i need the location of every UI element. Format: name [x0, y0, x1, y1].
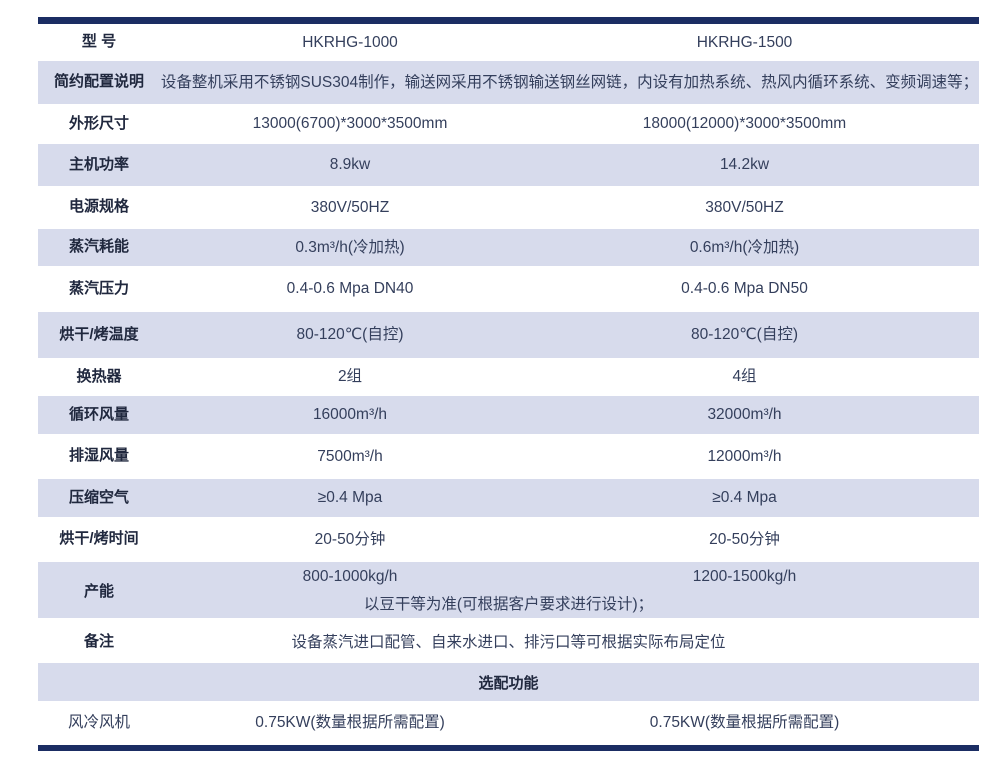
row-steam-consumption: 蒸汽耗能 0.3m³/h(冷加热) 0.6m³/h(冷加热)	[38, 229, 979, 266]
cooling-fan-1: 0.75KW(数量根据所需配置)	[255, 714, 445, 732]
main-power-1: 8.9kw	[329, 156, 371, 174]
model-1-value: HKRHG-1000	[302, 33, 398, 51]
spec-table: 型 号 HKRHG-1000 HKRHG-1500 简约配置说明 设备整机采用不…	[38, 17, 979, 751]
drying-temp-2: 80-120℃(自控)	[691, 326, 798, 344]
compressed-air-2: ≥0.4 Mpa	[712, 489, 777, 507]
row-label: 风冷风机	[67, 714, 130, 732]
row-dimensions: 外形尺寸 13000(6700)*3000*3500mm 18000(12000…	[38, 104, 979, 144]
row-circulating-air: 循环风量 16000m³/h 32000m³/h	[38, 396, 979, 434]
row-label: 外形尺寸	[68, 114, 129, 132]
cooling-fan-2: 0.75KW(数量根据所需配置)	[649, 714, 840, 732]
power-spec-2: 380V/50HZ	[705, 198, 784, 216]
model-2-value: HKRHG-1500	[696, 33, 793, 51]
table-bottom-border	[38, 745, 979, 751]
steam-consumption-2: 0.6m³/h(冷加热)	[689, 238, 800, 256]
row-model: 型 号 HKRHG-1000 HKRHG-1500	[38, 24, 979, 61]
steam-pressure-2: 0.4-0.6 Mpa DN50	[681, 280, 808, 298]
row-power-spec: 电源规格 380V/50HZ 380V/50HZ	[38, 186, 979, 229]
row-label: 产能	[83, 582, 114, 600]
row-capacity: 产能 800-1000kg/h 1200-1500kg/h 以豆干等为准(可根据…	[38, 562, 979, 618]
row-main-power: 主机功率 8.9kw 14.2kw	[38, 144, 979, 186]
row-label: 备注	[83, 633, 114, 650]
row-label: 烘干/烤时间	[59, 530, 139, 548]
row-remarks: 备注 设备蒸汽进口配管、自来水进口、排污口等可根据实际布局定位	[38, 618, 979, 663]
row-heat-exchanger: 换热器 2组 4组	[38, 358, 979, 396]
row-cooling-fan: 风冷风机 0.75KW(数量根据所需配置) 0.75KW(数量根据所需配置)	[38, 701, 979, 745]
dehumidify-air-1: 7500m³/h	[317, 447, 383, 465]
row-label: 压缩空气	[68, 488, 129, 506]
steam-consumption-1: 0.3m³/h(冷加热)	[295, 238, 405, 256]
dehumidify-air-2: 12000m³/h	[707, 447, 782, 465]
row-label: 蒸汽压力	[68, 279, 129, 297]
capacity-1: 800-1000kg/h	[302, 568, 398, 586]
row-label: 排湿风量	[68, 447, 129, 465]
capacity-note: 以豆干等为准(可根据客户要求进行设计)；	[363, 596, 654, 613]
row-config-desc: 简约配置说明 设备整机采用不锈钢SUS304制作，输送网采用不锈钢输送钢丝网链，…	[38, 61, 979, 104]
remarks-text: 设备蒸汽进口配管、自来水进口、排污口等可根据实际布局定位	[291, 633, 726, 651]
optional-header-text: 选配功能	[478, 674, 539, 692]
table-top-border	[38, 17, 979, 24]
dimensions-2: 18000(12000)*3000*3500mm	[642, 115, 847, 133]
row-steam-pressure: 蒸汽压力 0.4-0.6 Mpa DN40 0.4-0.6 Mpa DN50	[38, 266, 979, 312]
row-label: 循环风量	[68, 405, 129, 423]
drying-time-1: 20-50分钟	[314, 530, 386, 548]
row-label: 主机功率	[68, 155, 129, 173]
row-dehumidify-air: 排湿风量 7500m³/h 12000m³/h	[38, 434, 979, 479]
capacity-2: 1200-1500kg/h	[692, 568, 797, 586]
row-label: 电源规格	[68, 198, 129, 216]
heat-exchanger-1: 2组	[337, 368, 363, 386]
row-label: 换热器	[76, 367, 122, 385]
power-spec-1: 380V/50HZ	[310, 198, 390, 216]
drying-time-2: 20-50分钟	[709, 530, 780, 548]
row-label: 简约配置说明	[53, 73, 144, 91]
heat-exchanger-2: 4组	[732, 368, 757, 386]
circulating-air-2: 32000m³/h	[707, 406, 782, 424]
steam-pressure-1: 0.4-0.6 Mpa DN40	[286, 280, 414, 298]
row-compressed-air: 压缩空气 ≥0.4 Mpa ≥0.4 Mpa	[38, 479, 979, 517]
row-label: 型 号	[81, 33, 117, 51]
row-drying-temp: 烘干/烤温度 80-120℃(自控) 80-120℃(自控)	[38, 312, 979, 358]
row-drying-time: 烘干/烤时间 20-50分钟 20-50分钟	[38, 517, 979, 562]
compressed-air-1: ≥0.4 Mpa	[317, 489, 383, 507]
row-optional-header: 选配功能	[38, 663, 979, 701]
circulating-air-1: 16000m³/h	[312, 406, 388, 424]
config-desc-text: 设备整机采用不锈钢SUS304制作，输送网采用不锈钢输送钢丝网链，内设有加热系统…	[160, 73, 979, 91]
row-label: 蒸汽耗能	[68, 238, 129, 256]
dimensions-1: 13000(6700)*3000*3500mm	[252, 115, 448, 133]
drying-temp-1: 80-120℃(自控)	[296, 326, 404, 344]
main-power-2: 14.2kw	[719, 156, 770, 174]
row-label: 烘干/烤温度	[59, 325, 139, 343]
